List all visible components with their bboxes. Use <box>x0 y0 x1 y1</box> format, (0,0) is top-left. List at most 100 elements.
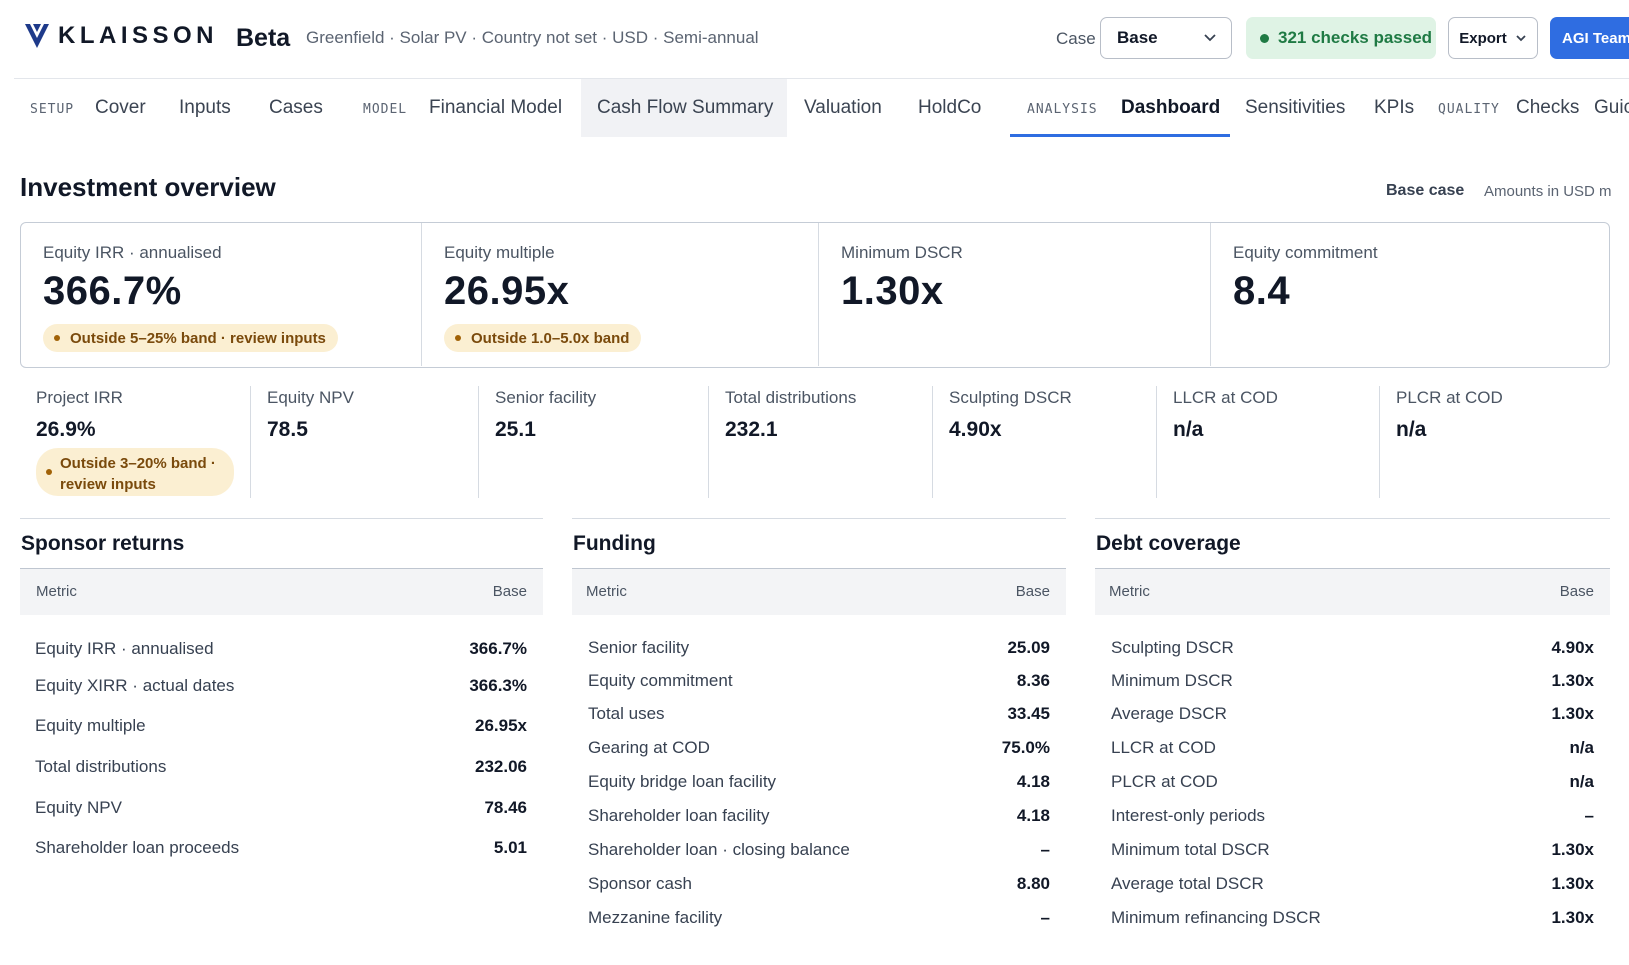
kpi-card-equity-commitment: Equity commitment 8.4 <box>1211 223 1609 366</box>
tab-valuation[interactable]: Valuation <box>804 97 882 118</box>
kpi-divider <box>421 223 422 366</box>
kpi-label: Equity multiple <box>444 243 555 262</box>
table-row: Sculpting DSCR 4.90x <box>1095 634 1610 664</box>
panel-top-divider <box>20 518 543 519</box>
kpi-label: Project IRR <box>36 388 123 407</box>
kpi-divider <box>708 386 709 498</box>
row-metric: Sculpting DSCR <box>1111 638 1234 657</box>
row-value: 8.36 <box>1016 671 1050 690</box>
tab-guide[interactable]: Guic <box>1594 97 1629 118</box>
kpi-divider <box>478 386 479 498</box>
row-metric: Minimum total DSCR <box>1111 840 1270 859</box>
row-value: 4.90x <box>1551 638 1594 657</box>
case-indicator: Base case <box>1386 182 1465 199</box>
warning-dot-icon <box>54 335 60 341</box>
tab-kpis[interactable]: KPIs <box>1374 97 1415 118</box>
row-metric: Minimum DSCR <box>1111 671 1233 690</box>
table-row: Total uses 33.45 <box>572 700 1066 730</box>
checks-status-badge[interactable]: 321 checks passed <box>1246 17 1436 59</box>
row-metric: Gearing at COD <box>588 738 710 757</box>
table-row: Sponsor cash 8.80 <box>572 870 1066 900</box>
row-value: 4.18 <box>1016 772 1050 791</box>
nav-group-setup: SETUP <box>30 102 75 117</box>
row-metric: LLCR at COD <box>1111 738 1216 757</box>
row-metric: Total distributions <box>35 757 167 776</box>
table-row: Equity bridge loan facility 4.18 <box>572 768 1066 798</box>
table-row: Total distributions 232.06 <box>20 753 543 783</box>
tab-holdco[interactable]: HoldCo <box>918 97 982 118</box>
row-value: – <box>1040 840 1050 859</box>
kpi-plcr-at-cod: PLCR at COD n/a <box>1380 384 1610 498</box>
logo[interactable]: KLAISSON <box>24 22 218 50</box>
kpi-sculpting-dscr: Sculpting DSCR 4.90x <box>933 384 1156 498</box>
row-metric: Equity XIRR · actual dates <box>35 676 235 695</box>
export-button[interactable]: Export <box>1448 17 1538 59</box>
table-row: LLCR at COD n/a <box>1095 734 1610 764</box>
panel-top-divider <box>572 518 1066 519</box>
chevron-down-icon <box>1204 34 1216 42</box>
row-metric: Average DSCR <box>1111 704 1227 723</box>
kpi-value: 366.7% <box>43 269 182 313</box>
tab-cases[interactable]: Cases <box>269 97 323 118</box>
export-label: Export <box>1459 29 1507 47</box>
kpi-value: n/a <box>1173 418 1204 441</box>
table-row: Equity NPV 78.46 <box>20 794 543 824</box>
row-value: n/a <box>1569 738 1594 757</box>
kpi-divider <box>1210 223 1211 366</box>
row-metric: Mezzanine facility <box>588 908 723 927</box>
table-row: Average DSCR 1.30x <box>1095 700 1610 730</box>
tab-cover[interactable]: Cover <box>95 97 146 118</box>
nav-group-quality: QUALITY <box>1438 102 1500 117</box>
kpi-value: 8.4 <box>1233 269 1291 313</box>
row-value: 1.30x <box>1551 704 1594 723</box>
kpi-label: Equity IRR · annualised <box>43 243 222 262</box>
warning-badge: Outside 1.0–5.0x band <box>444 324 642 352</box>
row-metric: Sponsor cash <box>588 874 692 893</box>
row-metric: Equity IRR · annualised <box>35 639 214 658</box>
secondary-kpis: Project IRR 26.9% Outside 3–20% band · r… <box>20 384 1610 498</box>
kpi-value: n/a <box>1396 418 1427 441</box>
kpi-senior-facility: Senior facility 25.1 <box>479 384 708 498</box>
kpi-value: 26.95x <box>444 269 570 313</box>
table-row: Equity IRR · annualised 366.7% <box>20 635 543 665</box>
kpi-card-minimum-dscr: Minimum DSCR 1.30x <box>819 223 1211 366</box>
row-metric: Equity NPV <box>35 798 122 817</box>
tab-sensitivities[interactable]: Sensitivities <box>1245 97 1346 118</box>
nav-group-analysis: ANALYSIS <box>1027 102 1098 117</box>
tab-checks[interactable]: Checks <box>1516 97 1580 118</box>
case-select[interactable]: Base <box>1100 17 1232 59</box>
warning-text: Outside 1.0–5.0x band <box>471 329 630 347</box>
tab-financial-model[interactable]: Financial Model <box>429 97 563 118</box>
team-button[interactable]: AGI Team <box>1550 17 1629 59</box>
column-header-base: Base <box>1015 583 1050 600</box>
kpi-llcr-at-cod: LLCR at COD n/a <box>1157 384 1379 498</box>
kpi-divider <box>1379 386 1380 498</box>
kpi-label: Equity commitment <box>1233 243 1378 262</box>
row-metric: Equity commitment <box>588 671 733 690</box>
tab-cash-flow-summary[interactable]: Cash Flow Summary <box>581 79 787 137</box>
page-title: Investment overview <box>20 172 276 202</box>
row-value: 78.46 <box>484 798 527 817</box>
logo-mark-icon <box>25 24 49 48</box>
tab-inputs[interactable]: Inputs <box>179 97 231 118</box>
row-metric: Total uses <box>588 704 665 723</box>
row-metric: Senior facility <box>588 638 690 657</box>
tab-dashboard[interactable]: Dashboard <box>1121 97 1221 118</box>
table-header: Metric Base <box>1095 569 1610 615</box>
kpi-label: Minimum DSCR <box>841 243 963 262</box>
row-value: 33.45 <box>1007 704 1050 723</box>
logo-wordmark: KLAISSON <box>58 22 219 49</box>
row-value: 232.06 <box>475 757 527 776</box>
panel-title: Sponsor returns <box>21 532 185 555</box>
table-row: Equity multiple 26.95x <box>20 712 543 742</box>
row-value: 366.7% <box>469 639 527 658</box>
column-header-metric: Metric <box>586 583 627 600</box>
kpi-label: LLCR at COD <box>1173 388 1278 407</box>
column-header-metric: Metric <box>1109 583 1150 600</box>
warning-text-line-2: review inputs <box>60 476 156 493</box>
panel-top-divider <box>1095 518 1610 519</box>
table-row: Equity commitment 8.36 <box>572 667 1066 697</box>
table-row: Minimum total DSCR 1.30x <box>1095 836 1610 866</box>
kpi-label: Total distributions <box>725 388 857 407</box>
kpi-value: 25.1 <box>495 418 536 441</box>
